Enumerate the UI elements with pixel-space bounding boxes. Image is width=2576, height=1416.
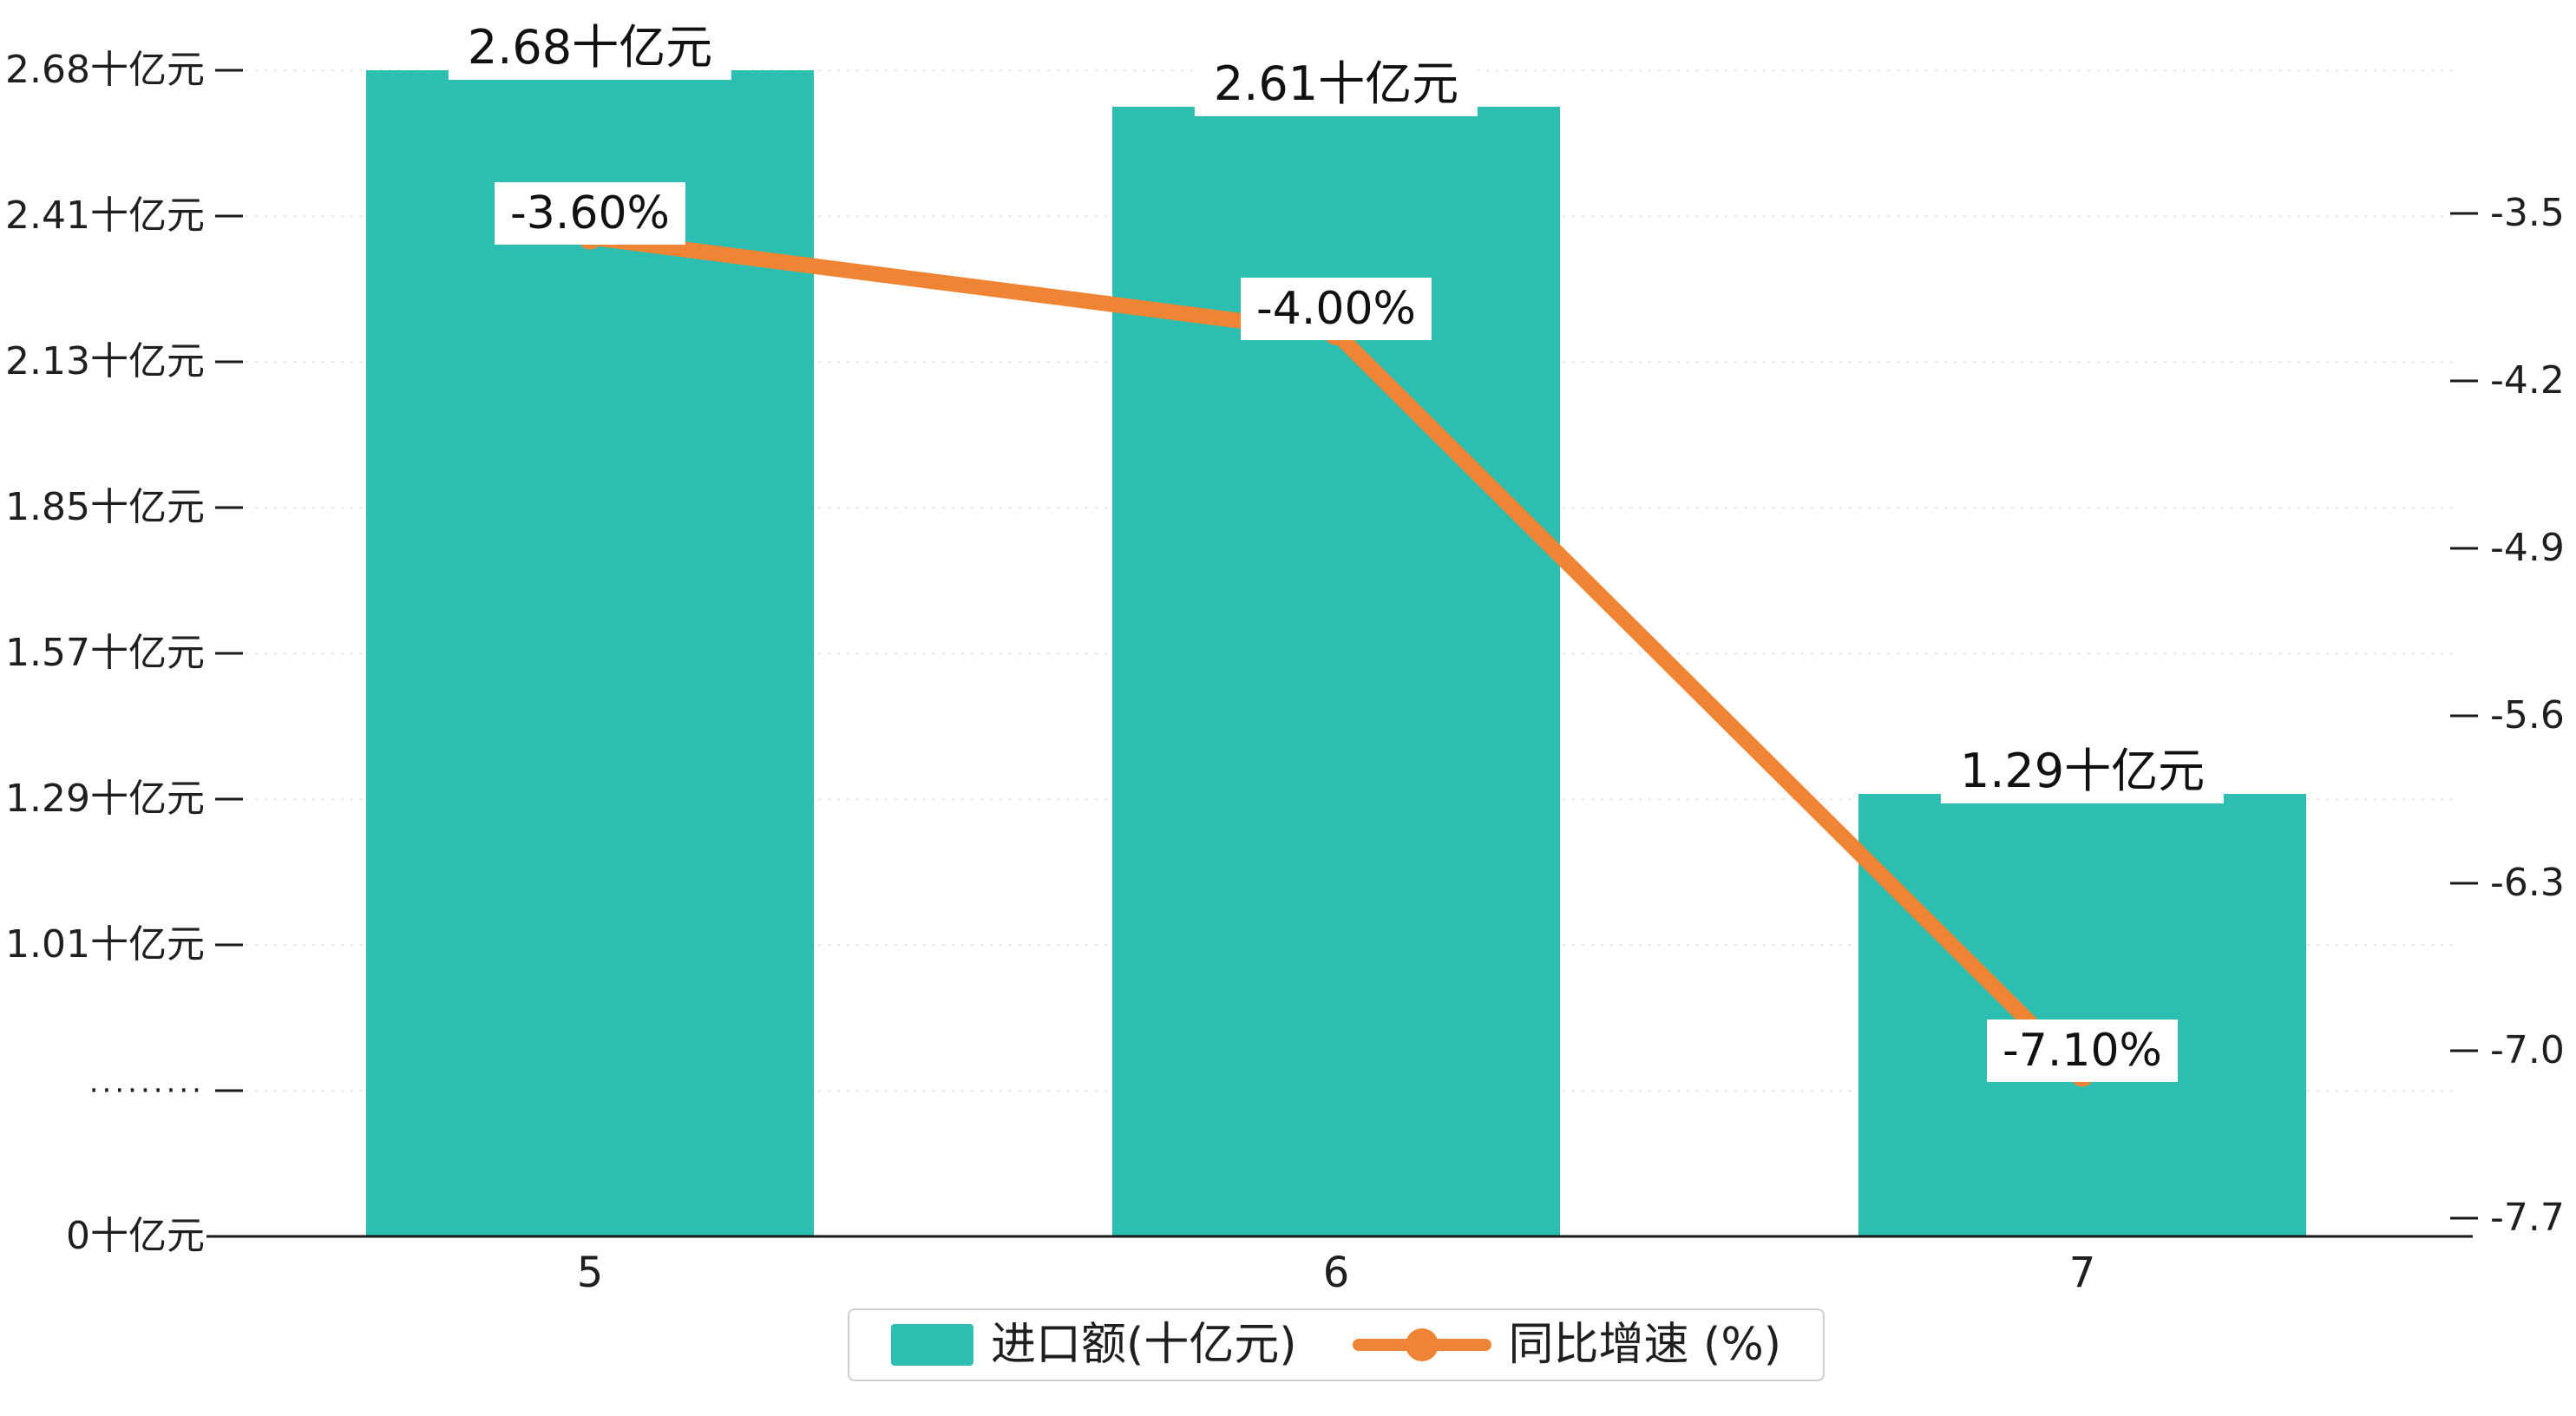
legend-label-growth: 同比增速 (%): [1508, 1319, 1782, 1371]
bar: [1858, 794, 2306, 1236]
line-point-marker: [578, 225, 602, 250]
line-point-marker: [1324, 320, 1348, 345]
line-dot-icon: [1405, 1328, 1439, 1361]
legend-label-imports: 进口额(十亿元): [990, 1319, 1297, 1371]
line-series-marker-icon: [1352, 1324, 1491, 1366]
legend: 进口额(十亿元) 同比增速 (%): [847, 1308, 1825, 1381]
bar: [366, 70, 814, 1236]
legend-item-imports[interactable]: 进口额(十亿元): [890, 1319, 1297, 1371]
line-point-marker: [2070, 1062, 2094, 1087]
legend-item-growth[interactable]: 同比增速 (%): [1352, 1319, 1782, 1371]
bar-series-swatch-icon: [890, 1324, 973, 1366]
bar: [1112, 107, 1560, 1236]
